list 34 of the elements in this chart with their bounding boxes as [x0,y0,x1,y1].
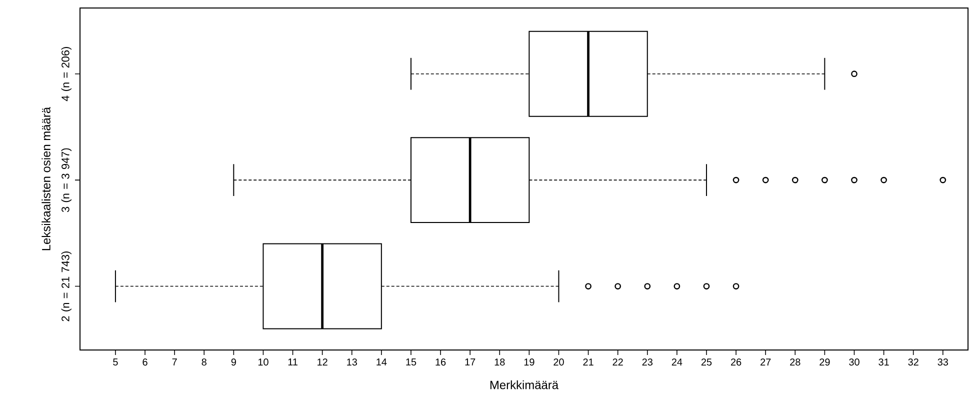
x-tick-label: 31 [878,358,889,366]
x-tick-label: 25 [701,358,712,366]
x-tick-label: 15 [406,358,416,366]
x-tick-label: 28 [790,358,800,366]
y-axis-title: Leksikaalisten osien määrä [42,106,50,250]
x-tick-label: 26 [730,358,742,366]
x-tick-label: 16 [436,358,446,366]
x-tick-label: 13 [347,358,357,366]
x-tick-label: 9 [231,358,236,366]
x-axis-title: Merkkimäärä [490,380,559,390]
x-tick-label: 24 [672,358,682,366]
x-tick-label: 32 [908,358,918,366]
x-tick-label: 27 [760,358,771,366]
x-tick-label: 6 [142,358,148,366]
y-tick-label: 3 (n = 3 947) [61,148,72,212]
x-tick-label: 33 [938,358,948,366]
x-tick-label: 20 [554,358,564,366]
y-tick-label: 4 (n = 206) [61,46,72,102]
x-tick-label: 17 [465,358,476,366]
x-tick-label: 18 [494,358,505,366]
x-tick-label: 30 [849,358,860,366]
x-tick-label: 21 [583,358,594,366]
x-tick-label: 10 [258,358,268,366]
x-tick-label: 22 [612,358,623,366]
x-tick-label: 23 [642,358,652,366]
x-tick-label: 19 [524,358,534,366]
x-tick-label: 12 [318,358,328,366]
y-tick-label: 2 (n = 21 743) [61,251,72,322]
x-tick-label: 7 [172,358,177,366]
x-tick-label: 8 [202,358,206,366]
x-tick-label: 5 [113,358,118,366]
x-tick-label: 11 [288,358,298,366]
x-tick-label: 29 [820,358,830,366]
x-tick-label: 14 [376,358,387,366]
